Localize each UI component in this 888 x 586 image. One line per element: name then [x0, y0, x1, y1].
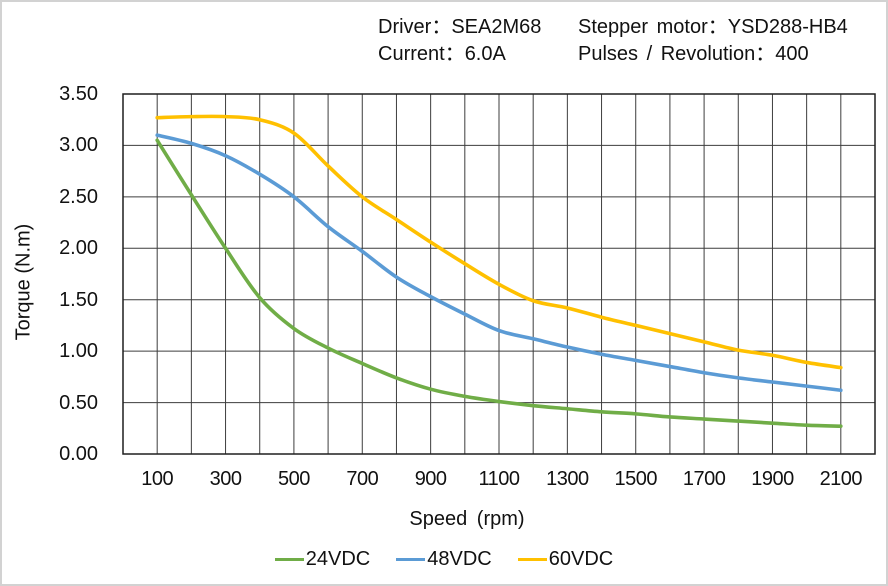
legend-label: 60VDC [548, 548, 614, 570]
legend-line-swatch-24vdc [274, 557, 304, 561]
y-tick-label: 1.00 [59, 340, 98, 363]
x-tick-label: 100 [141, 468, 174, 490]
y-tick-label: 2.00 [59, 237, 98, 260]
y-tick-label: 0.50 [59, 391, 98, 414]
legend-line-swatch-48vdc [396, 557, 426, 561]
y-tick-label: 1.50 [59, 288, 98, 311]
x-tick-label: 1100 [478, 468, 520, 490]
x-axis-title: Speed (rpm) [409, 508, 525, 530]
legend-item-48vdc: 48VDC [396, 548, 492, 570]
legend-item-60vdc: 60VDC [517, 548, 614, 570]
x-tick-label: 1300 [546, 468, 589, 490]
legend-line-swatch-60vdc [517, 557, 547, 561]
legend-label: 48VDC [427, 548, 492, 570]
current-info: Current：6.0A [378, 43, 506, 65]
legend-item-24vdc: 24VDC [274, 548, 371, 570]
y-tick-label: 0.00 [59, 443, 98, 465]
y-tick-label: 3.50 [59, 83, 98, 105]
pulses-per-revolution-info: Pulses / Revolution：400 [578, 43, 809, 65]
x-tick-label: 2100 [819, 468, 863, 490]
legend: 24VDC 48VDC 60VDC [2, 548, 886, 570]
legend-label: 24VDC [305, 548, 371, 570]
series-curve-24vdc [155, 138, 843, 429]
x-tick-label: 1500 [614, 468, 657, 490]
x-tick-label: 1700 [682, 468, 726, 490]
x-tick-label: 1900 [751, 468, 794, 490]
series-curve-48vdc [155, 133, 843, 393]
x-tick-label: 500 [277, 468, 310, 490]
series-curve-60vdc [155, 114, 843, 370]
y-axis-title: Torque (N.m) [12, 223, 35, 341]
stepper-motor-info: Stepper motor：YSD288-HB4 [578, 16, 848, 38]
x-tick-label: 300 [209, 468, 242, 490]
driver-info: Driver：SEA2M68 [378, 16, 542, 38]
x-tick-label: 700 [346, 468, 379, 490]
plot-frame [122, 93, 876, 455]
y-tick-label: 3.00 [59, 134, 98, 157]
x-tick-label: 900 [414, 468, 447, 490]
y-tick-label: 2.50 [59, 185, 98, 208]
